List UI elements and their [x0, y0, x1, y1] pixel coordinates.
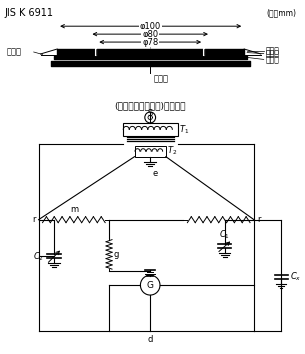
- Text: 対電極: 対電極: [153, 75, 168, 84]
- Text: $T_2$: $T_2$: [167, 145, 177, 158]
- Text: JIS K 6911: JIS K 6911: [4, 8, 53, 18]
- Text: ガード: ガード: [6, 47, 21, 57]
- Text: S: S: [148, 109, 153, 118]
- Text: g: g: [114, 250, 119, 259]
- Text: 主電極: 主電極: [266, 46, 280, 55]
- Text: φ80: φ80: [142, 30, 158, 39]
- Text: r: r: [32, 215, 36, 224]
- Text: ガード: ガード: [266, 49, 280, 58]
- Bar: [135, 146, 166, 157]
- Text: G: G: [147, 281, 154, 290]
- Text: $C_2$: $C_2$: [34, 250, 45, 263]
- Text: φ78: φ78: [142, 38, 158, 47]
- Text: $T_1$: $T_1$: [179, 123, 189, 136]
- Text: e: e: [152, 169, 157, 178]
- Text: r: r: [257, 215, 260, 224]
- Text: (単位mm): (単位mm): [266, 8, 296, 17]
- Text: φ100: φ100: [140, 22, 161, 31]
- Text: $C_1$: $C_1$: [219, 229, 230, 241]
- Text: d: d: [148, 335, 153, 344]
- Text: m: m: [70, 205, 78, 214]
- Text: $C_x$: $C_x$: [290, 271, 302, 284]
- Bar: [123, 123, 178, 136]
- Text: (変成器ブリッジ法)測定回路: (変成器ブリッジ法)測定回路: [114, 102, 186, 110]
- Text: 試験片: 試験片: [266, 55, 280, 64]
